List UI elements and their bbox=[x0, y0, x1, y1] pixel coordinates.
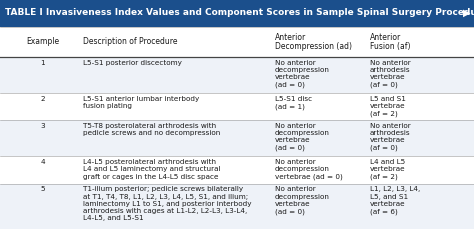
Text: No anterior
decompression
vertebrae
(ad = 0): No anterior decompression vertebrae (ad … bbox=[275, 123, 330, 151]
Text: No anterior
arthrodesis
vertebrae
(af = 0): No anterior arthrodesis vertebrae (af = … bbox=[370, 60, 410, 88]
Bar bbox=[0, 93, 474, 120]
Text: L4 and L5
vertebrae
(af = 2): L4 and L5 vertebrae (af = 2) bbox=[370, 159, 405, 180]
Text: Anterior: Anterior bbox=[275, 33, 306, 42]
Bar bbox=[0, 27, 474, 57]
Text: T1-ilium posterior; pedicle screws bilaterally
at T1, T4, T8, L1, L2, L3, L4, L5: T1-ilium posterior; pedicle screws bilat… bbox=[83, 186, 251, 221]
Text: No anterior
arthrodesis
vertebrae
(af = 0): No anterior arthrodesis vertebrae (af = … bbox=[370, 123, 410, 151]
Bar bbox=[0, 0, 474, 27]
Text: TABLE I Invasiveness Index Values and Component Scores in Sample Spinal Surgery : TABLE I Invasiveness Index Values and Co… bbox=[5, 8, 474, 17]
Text: L5-S1 anterior lumbar interbody
fusion plating: L5-S1 anterior lumbar interbody fusion p… bbox=[83, 96, 199, 109]
Text: Description of Procedure: Description of Procedure bbox=[83, 37, 177, 46]
Bar bbox=[0, 156, 474, 184]
Text: 3: 3 bbox=[40, 123, 45, 129]
Text: L5-S1 posterior discectomy: L5-S1 posterior discectomy bbox=[83, 60, 182, 65]
Text: Fusion (af): Fusion (af) bbox=[370, 42, 410, 52]
Text: No anterior
decompression
vertebrae (ad = 0): No anterior decompression vertebrae (ad … bbox=[275, 159, 343, 180]
Text: L5-S1 disc
(ad = 1): L5-S1 disc (ad = 1) bbox=[275, 96, 312, 109]
Text: No anterior
decompression
vertebrae
(ad = 0): No anterior decompression vertebrae (ad … bbox=[275, 186, 330, 215]
Text: Decompression (ad): Decompression (ad) bbox=[275, 42, 352, 52]
Bar bbox=[0, 57, 474, 93]
Text: L4-L5 posterolateral arthrodesis with
L4 and L5 laminectomy and structural
graft: L4-L5 posterolateral arthrodesis with L4… bbox=[83, 159, 220, 180]
Text: ▶: ▶ bbox=[463, 8, 470, 18]
Text: 2: 2 bbox=[40, 96, 45, 102]
Text: Anterior: Anterior bbox=[370, 33, 401, 42]
Bar bbox=[0, 120, 474, 156]
Text: T5-T8 posterolateral arthrodesis with
pedicle screws and no decompression: T5-T8 posterolateral arthrodesis with pe… bbox=[83, 123, 220, 136]
Bar bbox=[0, 184, 474, 229]
Text: L5 and S1
vertebrae
(af = 2): L5 and S1 vertebrae (af = 2) bbox=[370, 96, 406, 117]
Text: L1, L2, L3, L4,
L5, and S1
vertebrae
(af = 6): L1, L2, L3, L4, L5, and S1 vertebrae (af… bbox=[370, 186, 420, 215]
Text: Example: Example bbox=[26, 37, 59, 46]
Text: 4: 4 bbox=[40, 159, 45, 165]
Text: 5: 5 bbox=[40, 186, 45, 192]
Text: 1: 1 bbox=[40, 60, 45, 65]
Text: No anterior
decompression
vertebrae
(ad = 0): No anterior decompression vertebrae (ad … bbox=[275, 60, 330, 88]
